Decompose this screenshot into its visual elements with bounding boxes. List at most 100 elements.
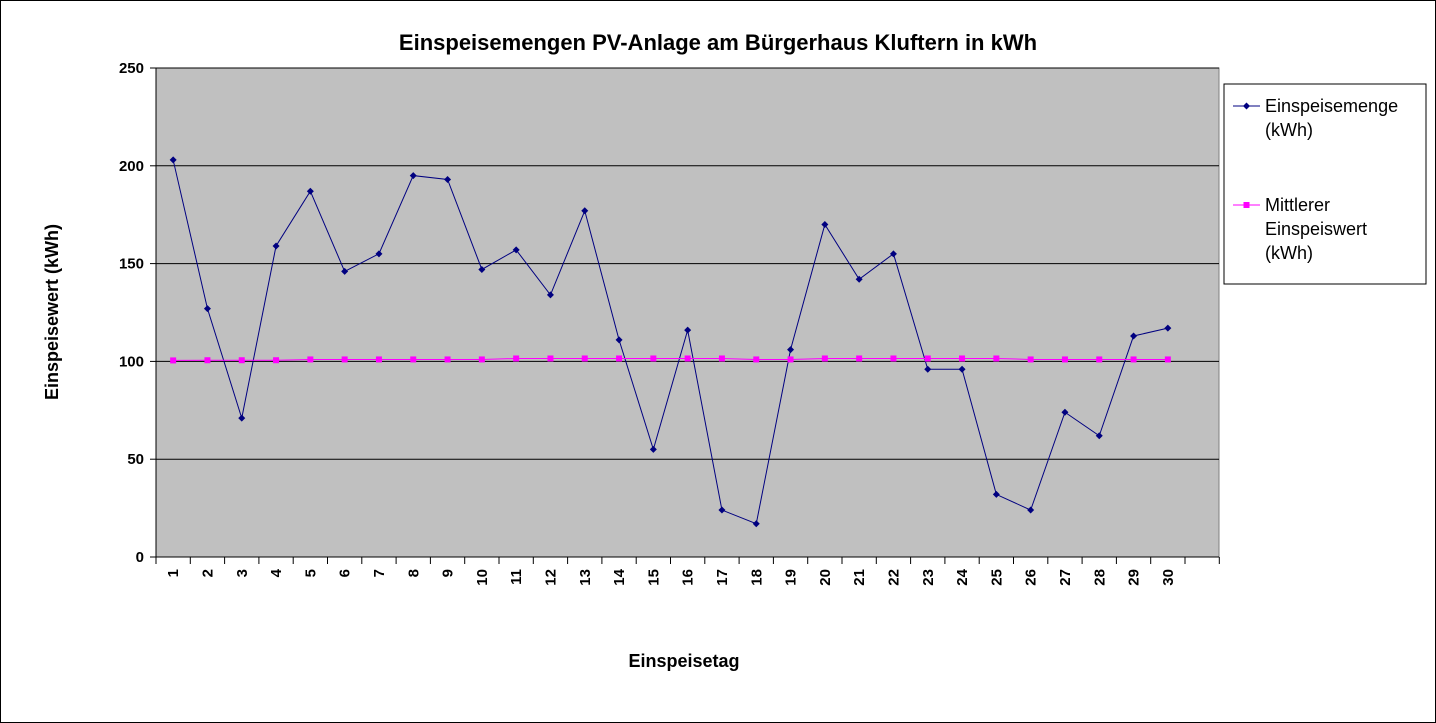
data-point [616,355,623,362]
plot-area [155,67,1220,558]
data-point [546,291,554,299]
data-point [238,357,245,364]
data-point [993,355,1000,362]
x-tick-label-28: 28 [1091,569,1108,586]
legend: Einspeisemenge (kWh) Mittlerer Einspeiswert… [1223,83,1427,285]
data-point [821,355,828,362]
y-tick-labels: 0 50 100 150 200 250 [119,60,144,566]
data-point [615,336,623,344]
series-2 [170,355,1171,364]
data-point [341,267,349,275]
data-point [958,365,966,373]
legend-box [1223,83,1427,285]
x-tick-label-10: 10 [474,569,491,586]
data-point [341,356,348,363]
data-point [581,355,588,362]
x-tick-label-18: 18 [748,569,765,586]
x-tick-label-7: 7 [371,569,388,577]
data-point [1096,356,1103,363]
x-tick-label-12: 12 [542,569,559,586]
x-tick-label-17: 17 [714,569,731,586]
y-tick-label-50: 50 [127,451,144,468]
x-tick-label-2: 2 [199,569,216,577]
x-tick-label-3: 3 [234,569,251,577]
data-point [410,356,417,363]
y-tick-label-200: 200 [119,158,144,175]
data-point [444,175,452,183]
data-point [1027,356,1034,363]
data-point [581,207,589,215]
data-point [547,355,554,362]
data-point [478,356,485,363]
legend-entry-2: Mittlerer Einspeiswert (kWh) [1233,195,1367,263]
legend-label-line: (kWh) [1265,243,1313,263]
data-point [752,520,760,528]
data-point [1027,506,1035,514]
legend-label-line: (kWh) [1265,120,1313,140]
data-point [1130,332,1138,340]
x-axis-label: Einspeisetag [628,651,739,671]
data-point [856,355,863,362]
x-tick-label-8: 8 [405,569,422,577]
x-tick-label-5: 5 [302,569,319,577]
x-tick-label-16: 16 [680,569,697,586]
data-point [855,275,863,283]
series-line-1 [172,159,1168,525]
x-tick-label-15: 15 [645,569,662,586]
legend-label-line: Einspeiswert [1265,219,1367,239]
data-point [1164,324,1172,332]
data-point [718,355,725,362]
data-point [924,355,931,362]
data-point [375,356,382,363]
data-point [684,355,691,362]
y-tick-label-100: 100 [119,353,144,370]
x-tick-label-9: 9 [440,569,457,577]
data-point [478,265,486,273]
legend-swatch-marker [1243,202,1250,208]
data-point [753,356,760,363]
chart-title: Einspeisemengen PV-Anlage am Bürgerhaus … [399,30,1037,55]
legend-entry-1: Einspeisemenge (kWh) [1233,96,1398,140]
y-tick-label-0: 0 [136,549,144,566]
data-point [307,356,314,363]
data-point [1130,356,1137,363]
x-tick-label-19: 19 [783,569,800,586]
data-point [1061,356,1068,363]
x-tick-label-4: 4 [268,568,285,577]
data-point [821,220,829,228]
data-point [959,355,966,362]
data-point [787,356,794,363]
data-point [1061,408,1069,416]
data-point [684,326,692,334]
legend-label-line: Mittlerer [1265,195,1330,215]
data-point [306,187,314,195]
x-tick-label-1: 1 [165,569,182,577]
x-tick-label-21: 21 [851,569,868,586]
data-point [787,346,795,354]
x-tick-label-25: 25 [988,569,1005,586]
data-point [273,357,280,364]
data-point [169,156,177,164]
y-tick-label-250: 250 [119,60,144,77]
data-point [238,414,246,422]
y-axis-label: Einspeisewert (kWh) [42,224,62,400]
x-tick-label-22: 22 [885,569,902,586]
axes [150,67,1220,564]
x-tick-label-24: 24 [954,568,971,585]
data-point [375,250,383,258]
x-tick-labels: 1 2 3 4 5 6 7 8 9 10 11 12 13 14 15 16 17 18 19 20 21 22 23 24 2… [165,568,1177,585]
legend-swatch-marker [1243,102,1250,110]
x-tick-label-26: 26 [1023,569,1040,586]
data-point [924,365,932,373]
series-line-2 [173,357,1168,361]
x-tick-label-30: 30 [1160,569,1177,586]
data-point [718,506,726,514]
x-tick-label-14: 14 [611,568,628,585]
x-tick-label-27: 27 [1057,569,1074,586]
series-1 [169,156,1172,528]
data-point [1164,356,1171,363]
legend-label-line: Einspeisemenge [1265,96,1398,116]
data-point [272,242,280,250]
x-tick-label-6: 6 [337,569,354,577]
